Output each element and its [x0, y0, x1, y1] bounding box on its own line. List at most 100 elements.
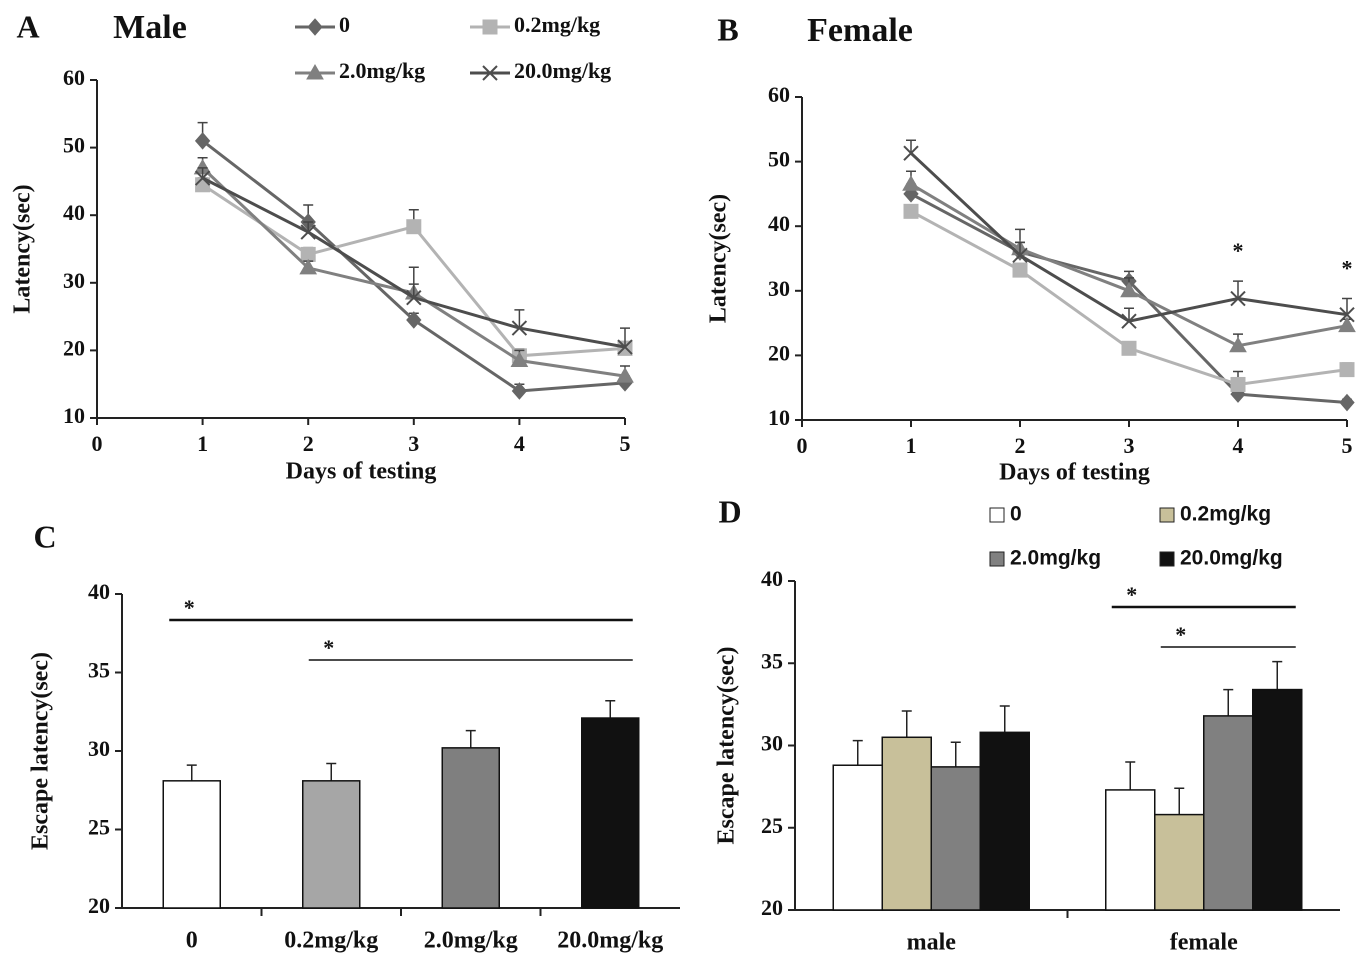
error-bar — [514, 309, 525, 329]
legend-marker — [306, 63, 324, 80]
legend-label: 20.0mg/kg — [1180, 547, 1283, 570]
panel-label: A — [16, 8, 39, 44]
x-tick-label: 0.2mg/kg — [284, 928, 378, 954]
chart-title: Male — [113, 9, 187, 46]
annotation: * — [1233, 238, 1244, 263]
legend-marker — [482, 19, 498, 35]
annotation: * — [184, 595, 195, 620]
legend-swatch — [1159, 507, 1175, 523]
marker — [1012, 247, 1028, 263]
y-tick-label: 30 — [761, 731, 783, 756]
x-tick-label: 5 — [620, 431, 631, 456]
error-bar — [186, 764, 197, 781]
marker — [1121, 340, 1137, 356]
y-tick-label: 35 — [761, 648, 783, 673]
legend-label: 0 — [1010, 503, 1022, 526]
bar — [302, 780, 361, 909]
legend-marker — [482, 65, 498, 81]
error-bar — [465, 729, 476, 748]
marker — [1229, 336, 1247, 353]
x-tick-label: 3 — [408, 431, 419, 456]
error-bar — [1125, 761, 1136, 790]
error-bar — [950, 741, 961, 767]
y-tick-label: 20 — [768, 340, 790, 365]
error-bar — [1233, 280, 1243, 299]
bar — [441, 747, 500, 909]
x-tick-label: 0 — [797, 433, 808, 458]
legend-swatch — [1159, 551, 1175, 567]
error-bar — [901, 710, 912, 738]
y-axis-label: Latency(sec) — [706, 194, 732, 323]
error-bar — [1223, 688, 1234, 716]
x-tick-label: 0 — [186, 928, 198, 954]
x-tick-label: 2 — [303, 431, 314, 456]
y-tick-label: 20 — [88, 893, 110, 918]
x-tick-label: 3 — [1124, 433, 1135, 458]
y-tick-label: 30 — [768, 276, 790, 301]
marker — [510, 351, 529, 368]
bar — [881, 736, 932, 911]
marker — [1339, 393, 1355, 412]
y-tick-label: 10 — [63, 403, 85, 428]
x-tick-label: male — [907, 930, 957, 956]
x-tick-label: female — [1170, 930, 1238, 956]
y-tick-label: 20 — [761, 895, 783, 920]
y-tick-label: 25 — [88, 815, 110, 840]
legend-label: 0.2mg/kg — [514, 12, 600, 37]
error-bar — [605, 700, 616, 719]
y-tick-label: 60 — [63, 65, 85, 90]
x-tick-label: 2.0mg/kg — [424, 928, 518, 954]
x-axis-label: Days of testing — [286, 459, 437, 485]
error-bar — [197, 167, 208, 179]
marker — [1339, 306, 1355, 323]
bar — [1105, 789, 1156, 911]
panel-label: B — [717, 11, 738, 47]
legend-label: 0.2mg/kg — [1180, 503, 1271, 526]
marker — [1339, 362, 1355, 378]
marker — [1230, 290, 1246, 307]
marker — [1120, 281, 1138, 298]
marker — [194, 132, 211, 150]
marker — [617, 339, 633, 355]
marker — [406, 219, 422, 235]
x-tick-label: 1 — [906, 433, 917, 458]
series-line — [910, 210, 1348, 387]
marker — [1230, 376, 1246, 392]
error-bar — [1174, 787, 1185, 815]
x-tick-label: 20.0mg/kg — [557, 928, 663, 954]
annotation: * — [1126, 582, 1137, 607]
y-axis-label: Escape latency(sec) — [714, 647, 740, 845]
bar — [979, 731, 1030, 911]
legend-label: 2.0mg/kg — [339, 58, 425, 83]
error-bar — [1124, 307, 1134, 322]
error-bar — [326, 762, 337, 781]
y-tick-label: 60 — [768, 82, 790, 107]
x-tick-label: 0 — [92, 431, 103, 456]
y-tick-label: 40 — [761, 566, 783, 591]
marker — [1338, 316, 1356, 333]
y-tick-label: 40 — [768, 211, 790, 236]
legend-swatch — [989, 551, 1005, 567]
x-tick-label: 1 — [197, 431, 208, 456]
bar — [930, 766, 981, 911]
y-tick-label: 40 — [63, 200, 85, 225]
y-tick-label: 10 — [768, 405, 790, 430]
marker — [299, 258, 318, 275]
y-tick-label: 30 — [88, 736, 110, 761]
y-tick-label: 50 — [63, 133, 85, 158]
annotation: * — [1342, 256, 1353, 281]
marker — [406, 311, 422, 329]
y-tick-label: 40 — [88, 579, 110, 604]
bar — [832, 764, 883, 911]
y-tick-label: 20 — [63, 335, 85, 360]
panel-label: D — [718, 493, 741, 529]
legend-label: 2.0mg/kg — [1010, 547, 1101, 570]
y-axis-label: Latency(sec) — [10, 184, 36, 313]
error-bar — [303, 221, 314, 233]
series-line — [910, 192, 1348, 405]
x-tick-label: 2 — [1015, 433, 1026, 458]
marker — [903, 203, 919, 219]
y-tick-label: 30 — [63, 268, 85, 293]
y-tick-label: 25 — [761, 813, 783, 838]
